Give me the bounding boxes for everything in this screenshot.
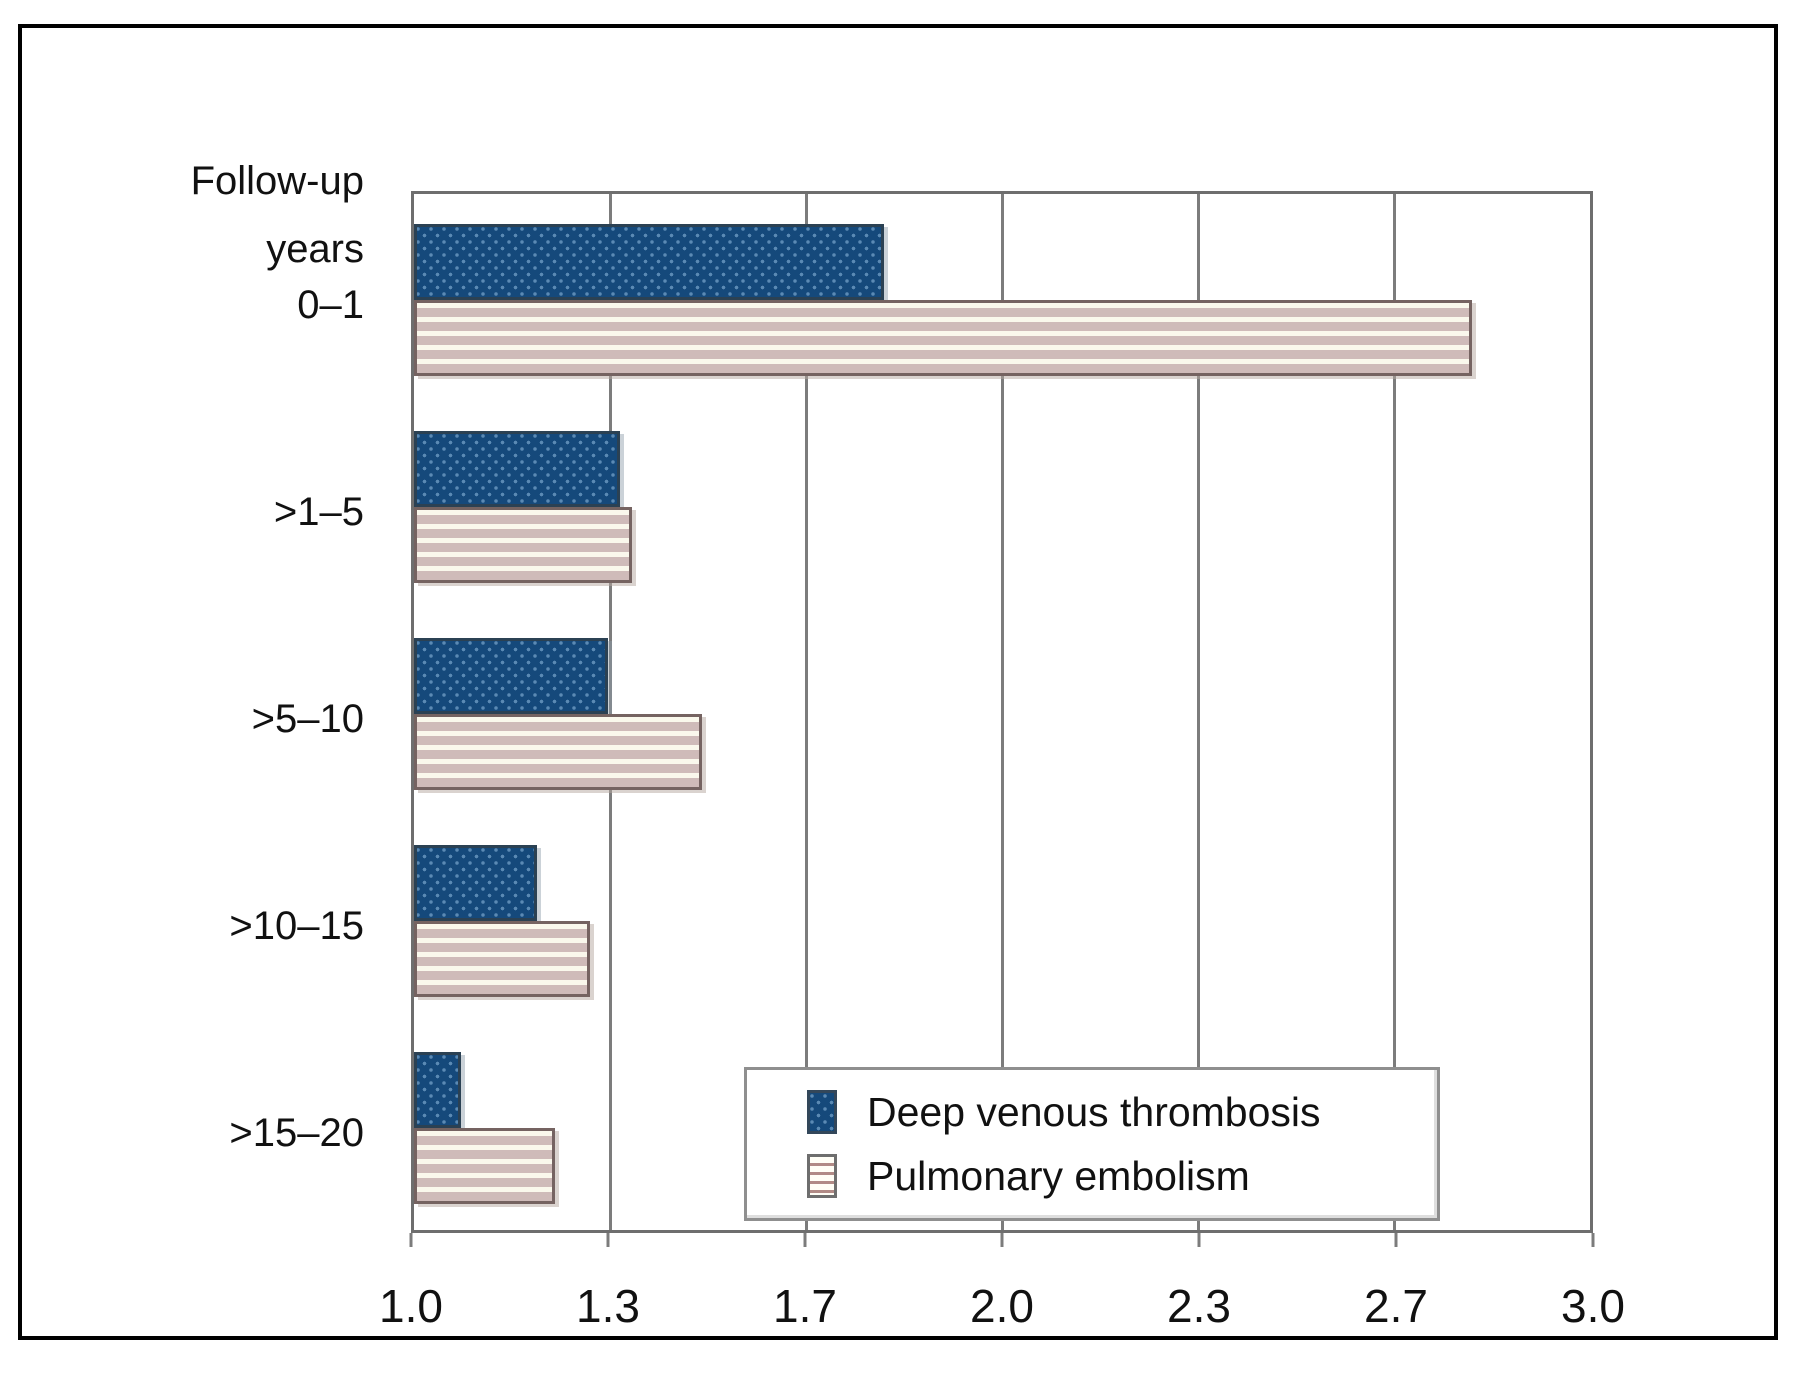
gridline-1.7	[805, 194, 809, 1230]
category-label->15–20: >15–20	[229, 1111, 364, 1155]
y-axis-title: Follow-up years	[52, 147, 364, 283]
legend-item-pe: Pulmonary embolism	[807, 1154, 1437, 1198]
category-label-0–1: 0–1	[297, 283, 364, 327]
bar-dvt->5–10	[414, 638, 609, 714]
dvt-swatch-icon	[807, 1090, 837, 1134]
x-tick-mark-2.7	[1394, 1233, 1398, 1247]
legend-label-pe: Pulmonary embolism	[867, 1153, 1250, 1199]
x-tick-label-1.7: 1.7	[773, 1280, 837, 1332]
x-tick-mark-2.0	[1000, 1233, 1004, 1247]
bar-pe->5–10	[414, 714, 703, 790]
x-tick-label-1.3: 1.3	[575, 1280, 640, 1332]
bar-pe->1–5	[414, 507, 632, 583]
x-tick-label-2.3: 2.3	[1166, 1280, 1231, 1332]
bar-dvt->10–15	[414, 845, 538, 921]
x-tick-mark-1.0	[409, 1233, 413, 1247]
bar-pe->15–20	[414, 1128, 556, 1204]
bar-dvt->15–20	[414, 1052, 462, 1128]
gridline-1.3	[608, 194, 612, 1230]
gridline-2.3	[1196, 194, 1200, 1230]
x-tick-label-2.7: 2.7	[1364, 1280, 1428, 1332]
x-tick-mark-2.3	[1197, 1233, 1201, 1247]
plot-area	[411, 191, 1593, 1233]
category-labels: 0–1 >1–5 >5–10 >10–15 >15–20	[52, 28, 364, 1392]
gridline-2.7	[1393, 194, 1397, 1230]
x-tick-label-2.0: 2.0	[970, 1280, 1034, 1332]
gridline-2.0	[1001, 194, 1004, 1230]
x-tick-mark-3.0	[1591, 1233, 1595, 1247]
bar-pe->10–15	[414, 921, 591, 997]
pe-swatch-icon	[807, 1154, 837, 1198]
x-axis: 1.0 1.3 1.7 2.0 2.3 2.7 3.0	[379, 1233, 1625, 1353]
x-tick-label-1.0: 1.0	[379, 1280, 443, 1332]
category-label->5–10: >5–10	[251, 697, 364, 741]
figure-border: Follow-up years 0–1 >1–5 >5–10 >10–15 >15–20…	[18, 24, 1778, 1340]
bar-dvt-0–1	[414, 224, 885, 300]
x-tick-mark-1.7	[803, 1233, 807, 1247]
legend: Deep venous thrombosis Pulmonary embolis…	[744, 1067, 1440, 1221]
y-axis-title-line-1: Follow-up	[190, 159, 364, 203]
legend-item-dvt: Deep venous thrombosis	[807, 1090, 1437, 1134]
y-axis-title-line-2: years	[266, 227, 364, 271]
bar-pe-0–1	[414, 300, 1473, 376]
category-label->1–5: >1–5	[273, 490, 364, 534]
legend-label-dvt: Deep venous thrombosis	[867, 1089, 1321, 1135]
x-tick-mark-1.3	[606, 1233, 610, 1247]
category-label->10–15: >10–15	[229, 904, 364, 948]
x-tick-label-3.0: 3.0	[1561, 1280, 1625, 1332]
bar-dvt->1–5	[414, 431, 620, 507]
